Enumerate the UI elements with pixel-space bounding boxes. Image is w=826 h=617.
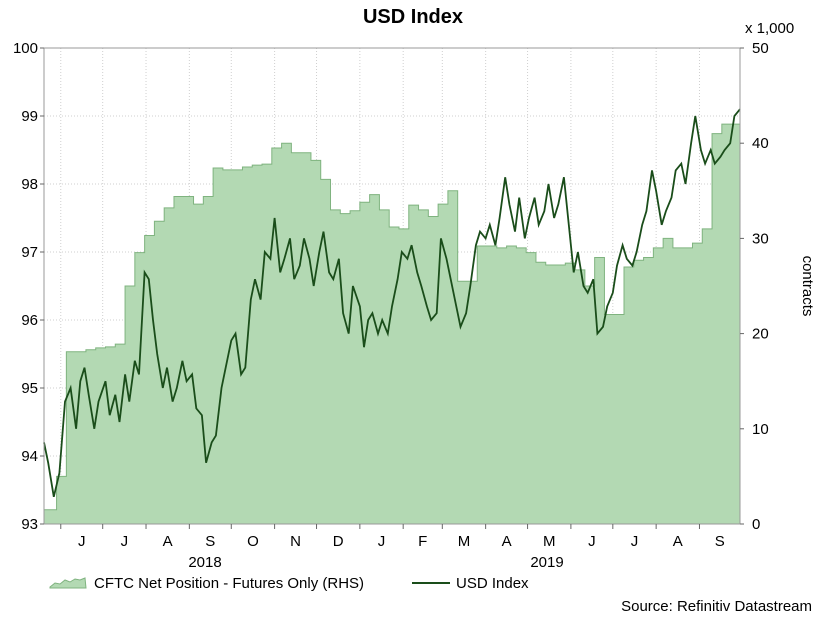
right-tick-label: 30 xyxy=(752,230,769,247)
month-label: S xyxy=(205,533,215,550)
left-tick-label: 98 xyxy=(21,176,38,193)
month-label: N xyxy=(290,533,301,550)
left-tick-label: 99 xyxy=(21,108,38,125)
right-axis-multiplier: x 1,000 xyxy=(745,20,795,37)
left-tick-label: 94 xyxy=(21,448,38,465)
source-note: Source: Refinitiv Datastream xyxy=(621,598,812,615)
axis-ticks: 93 94 95 96 97 98 99 100 0 10 20 30 40 50 contracts J J A… xyxy=(13,40,816,571)
month-label: J xyxy=(631,533,639,550)
right-tick-label: 10 xyxy=(752,421,769,438)
month-label: J xyxy=(378,533,386,550)
legend-usd-label: USD Index xyxy=(456,575,529,592)
usd-index-path xyxy=(43,108,741,498)
month-label: F xyxy=(418,533,427,550)
year-label-2018: 2018 xyxy=(188,554,221,571)
plot-frame xyxy=(43,47,741,525)
month-label: A xyxy=(163,533,173,550)
month-label: A xyxy=(673,533,683,550)
usd-index-line xyxy=(43,108,741,498)
month-label: M xyxy=(458,533,471,550)
month-label: O xyxy=(247,533,259,550)
left-tick-label: 93 xyxy=(21,516,38,533)
right-axis-title: contracts xyxy=(799,256,816,317)
left-tick-label: 100 xyxy=(13,40,38,57)
month-label: A xyxy=(502,533,512,550)
left-tick-label: 95 xyxy=(21,380,38,397)
right-tick-label: 0 xyxy=(752,516,760,533)
chart-title: USD Index xyxy=(362,6,464,28)
right-tick-label: 40 xyxy=(752,135,769,152)
year-label-2019: 2019 xyxy=(530,554,563,571)
month-label: D xyxy=(333,533,344,550)
month-label: J xyxy=(78,533,86,550)
month-label: J xyxy=(121,533,129,550)
left-tick-label: 97 xyxy=(21,244,38,261)
month-label: J xyxy=(588,533,596,550)
month-label: S xyxy=(715,533,725,550)
left-tick-label: 96 xyxy=(21,312,38,329)
legend: CFTC Net Position - Futures Only (RHS) US… xyxy=(49,575,529,592)
month-label: M xyxy=(543,533,556,550)
legend-cftc-label: CFTC Net Position - Futures Only (RHS) xyxy=(94,575,364,592)
right-tick-label: 50 xyxy=(752,40,769,57)
legend-area-swatch xyxy=(49,577,87,589)
right-tick-label: 20 xyxy=(752,326,769,343)
